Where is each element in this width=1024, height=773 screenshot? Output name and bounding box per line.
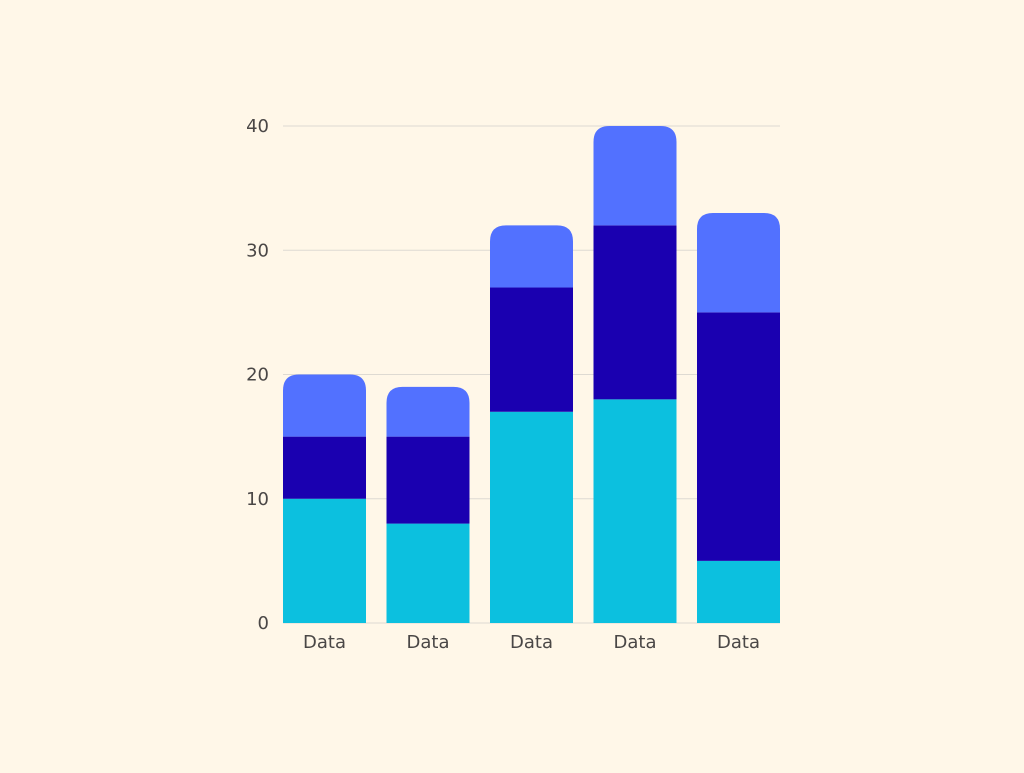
- bar-segment-3: [283, 374, 366, 437]
- bar-segment-3: [490, 225, 573, 288]
- x-axis: Data Data Data Data Data: [303, 632, 760, 653]
- bar-segment-1: [593, 399, 677, 623]
- x-tick-label: Data: [407, 632, 450, 653]
- bar-segment-1: [283, 498, 366, 623]
- y-tick-label: 30: [246, 240, 269, 261]
- y-axis: 0 10 20 30 40: [246, 116, 269, 634]
- y-tick-label: 10: [246, 489, 269, 510]
- bar-segment-3: [697, 212, 780, 313]
- bars: [283, 126, 780, 623]
- x-tick-label: Data: [510, 632, 553, 653]
- y-tick-label: 0: [258, 613, 269, 634]
- bar-segment-2: [593, 225, 677, 400]
- bar-segment-2: [697, 312, 780, 561]
- x-tick-label: Data: [303, 632, 346, 653]
- bar-segment-2: [386, 436, 470, 524]
- bar-segment-1: [490, 411, 573, 623]
- bar-segment-2: [283, 436, 366, 499]
- bar-segment-2: [490, 287, 573, 412]
- bar-segment-3: [593, 126, 677, 226]
- bar-segment-3: [386, 386, 470, 437]
- bar-segment-1: [386, 523, 470, 623]
- y-tick-label: 40: [246, 116, 269, 137]
- y-tick-label: 20: [246, 365, 269, 386]
- x-tick-label: Data: [614, 632, 657, 653]
- bar-segment-1: [697, 560, 780, 623]
- x-tick-label: Data: [717, 632, 760, 653]
